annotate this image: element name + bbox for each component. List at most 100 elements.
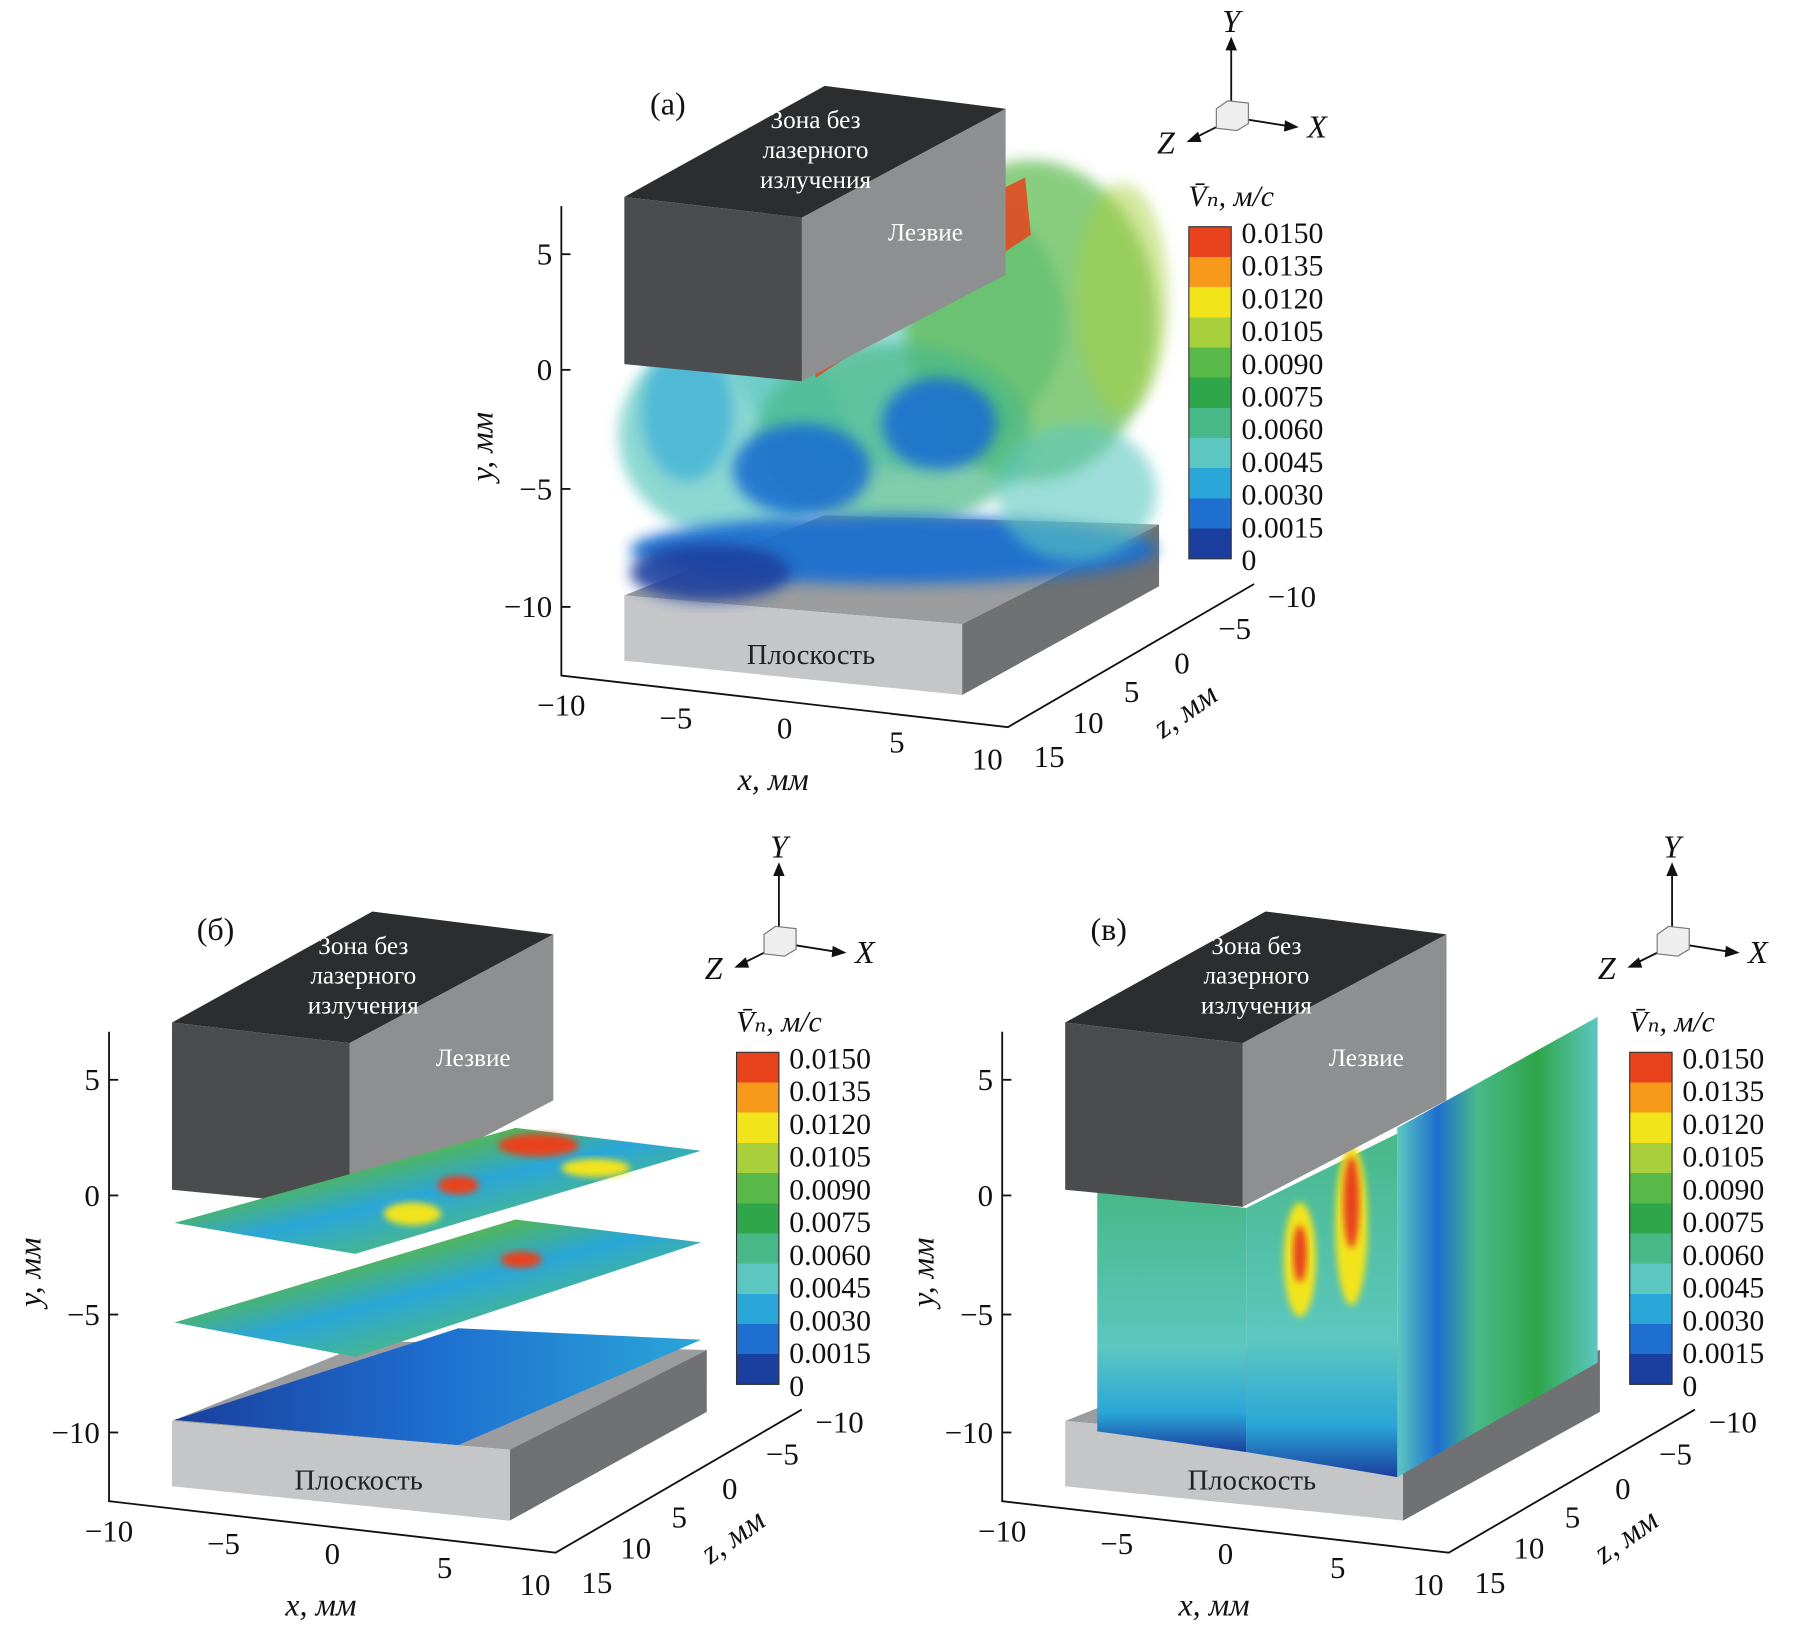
hotspot bbox=[498, 1133, 579, 1157]
colorbar-tick-label: 0.0030 bbox=[789, 1304, 871, 1337]
colorbar-tick-label: 0.0105 bbox=[1682, 1141, 1764, 1174]
z-tick-label: 10 bbox=[620, 1530, 651, 1565]
isosurface-region bbox=[881, 377, 997, 470]
z-tick-label: 5 bbox=[1124, 674, 1139, 709]
x-tick-label: −10 bbox=[978, 1513, 1026, 1548]
y-tick-label: −10 bbox=[52, 1415, 100, 1450]
blade-side-face bbox=[349, 934, 554, 1207]
colorbar-tick-label: 0 bbox=[1242, 544, 1257, 577]
hotspot bbox=[1293, 1225, 1307, 1283]
z-tick-label: 5 bbox=[672, 1500, 687, 1535]
y-axis-label: y, мм bbox=[904, 1237, 940, 1309]
triad-y-label: Y bbox=[770, 829, 791, 865]
orientation-cube-icon: Y X Z bbox=[1157, 3, 1328, 160]
zone-label-line: Зона без bbox=[1211, 933, 1301, 960]
z-tick-label: 10 bbox=[1073, 705, 1104, 740]
x-tick-label: 0 bbox=[777, 711, 792, 746]
z-tick-label: 15 bbox=[581, 1565, 612, 1600]
colorbar-tick-label: 0.0090 bbox=[789, 1173, 871, 1206]
colorbar-tick-label: 0.0030 bbox=[1682, 1304, 1764, 1337]
y-tick-label: −5 bbox=[960, 1297, 993, 1332]
colorbar-tick-label: 0.0015 bbox=[789, 1337, 871, 1370]
y-tick-label: 0 bbox=[978, 1178, 993, 1213]
colorbar: V̄ₙ, м/с0.01500.01350.01200.01050.00900.… bbox=[1629, 1006, 1764, 1403]
x-tick-label: 0 bbox=[325, 1536, 340, 1571]
x-tick-label: 5 bbox=[1330, 1550, 1345, 1585]
plane-front-face bbox=[624, 595, 963, 696]
y-axis-label: y, мм bbox=[11, 1237, 47, 1309]
slice-middle bbox=[174, 1219, 702, 1357]
y-axis-label: y, мм bbox=[464, 412, 500, 484]
plane-side-face bbox=[1402, 1350, 1600, 1521]
z-tick-label: −5 bbox=[1218, 611, 1251, 646]
triad-z-label: Z bbox=[1598, 950, 1617, 986]
z-tick-label: 0 bbox=[1615, 1471, 1630, 1506]
z-tick-label: 15 bbox=[1034, 739, 1065, 774]
y-tick-label: −10 bbox=[504, 589, 552, 624]
isosurface-region bbox=[1076, 183, 1169, 413]
colorbar-tick-label: 0.0030 bbox=[1242, 479, 1324, 512]
colorbar: V̄ₙ, м/с0.01500.01350.01200.01050.00900.… bbox=[1188, 180, 1323, 577]
colorbar-tick-label: 0.0075 bbox=[1682, 1206, 1764, 1239]
colorbar-tick-label: 0.0045 bbox=[789, 1272, 871, 1305]
blade-top-face bbox=[172, 911, 554, 1044]
colorbar-scale bbox=[735, 1051, 780, 1385]
z-axis-label: z, мм bbox=[1586, 1501, 1664, 1571]
blade-top-face bbox=[1065, 911, 1447, 1044]
colorbar-tick-label: 0.0135 bbox=[1682, 1075, 1764, 1108]
blade-label: Лезвие bbox=[888, 219, 963, 246]
zone-label-line: излучения bbox=[760, 167, 871, 194]
colorbar-tick-label: 0.0060 bbox=[789, 1239, 871, 1272]
orientation-cube-icon: Y X Z bbox=[705, 829, 876, 986]
zone-label-line: излучения bbox=[1201, 992, 1312, 1019]
colorbar-scale bbox=[1629, 1051, 1673, 1385]
z-axis-label: z, мм bbox=[1145, 675, 1223, 745]
z-tick-label: 10 bbox=[1513, 1530, 1544, 1565]
axis-lines bbox=[560, 206, 1255, 729]
colorbar-tick-label: 0.0120 bbox=[1682, 1108, 1764, 1141]
y-tick-label: 0 bbox=[537, 352, 552, 387]
z-tick-label: 5 bbox=[1565, 1500, 1580, 1535]
hotspot bbox=[561, 1158, 631, 1178]
isosurface-region bbox=[630, 543, 791, 602]
zone-label-line: Зона без bbox=[318, 933, 408, 960]
colorbar-tick-label: 0.0105 bbox=[789, 1141, 871, 1174]
isosurface-region bbox=[641, 343, 734, 481]
x-tick-label: −5 bbox=[207, 1526, 240, 1561]
velocity-field-vertical-slices bbox=[1097, 1016, 1598, 1478]
zone-label-line: лазерного bbox=[1203, 963, 1309, 990]
panel-label: (а) bbox=[650, 86, 686, 122]
slice-left bbox=[1097, 1190, 1247, 1452]
z-tick-label: 15 bbox=[1475, 1565, 1506, 1600]
orientation-cube-icon: Y X Z bbox=[1598, 829, 1769, 986]
x-axis-label: x, мм bbox=[737, 761, 809, 797]
colorbar-tick-label: 0.0015 bbox=[1242, 511, 1324, 544]
blade-label: Лезвие bbox=[1329, 1045, 1404, 1072]
triad-x-label: X bbox=[853, 934, 876, 970]
colorbar-tick-label: 0.0135 bbox=[789, 1075, 871, 1108]
hotspot bbox=[383, 1202, 442, 1226]
colorbar-tick-label: 0.0045 bbox=[1682, 1272, 1764, 1305]
axis-lines bbox=[108, 1031, 803, 1554]
z-tick-label: −5 bbox=[1659, 1437, 1692, 1472]
x-tick-label: −5 bbox=[659, 700, 692, 735]
triad-y-label: Y bbox=[1663, 829, 1684, 865]
x-tick-label: −10 bbox=[85, 1513, 133, 1548]
x-tick-label: 10 bbox=[972, 741, 1003, 776]
x-tick-label: 10 bbox=[520, 1567, 551, 1602]
colorbar-tick-label: 0.0090 bbox=[1682, 1173, 1764, 1206]
zone-label-line: лазерного bbox=[310, 963, 416, 990]
z-tick-label: 0 bbox=[1174, 645, 1189, 680]
slice-bottom bbox=[174, 1328, 702, 1446]
colorbar-title: V̄ₙ, м/с bbox=[1188, 180, 1274, 213]
colorbar-tick-label: 0.0120 bbox=[1242, 282, 1324, 315]
plane-label: Плоскость bbox=[1188, 1465, 1316, 1497]
panel-label: (б) bbox=[197, 911, 235, 947]
blade-front-face bbox=[172, 1022, 350, 1207]
